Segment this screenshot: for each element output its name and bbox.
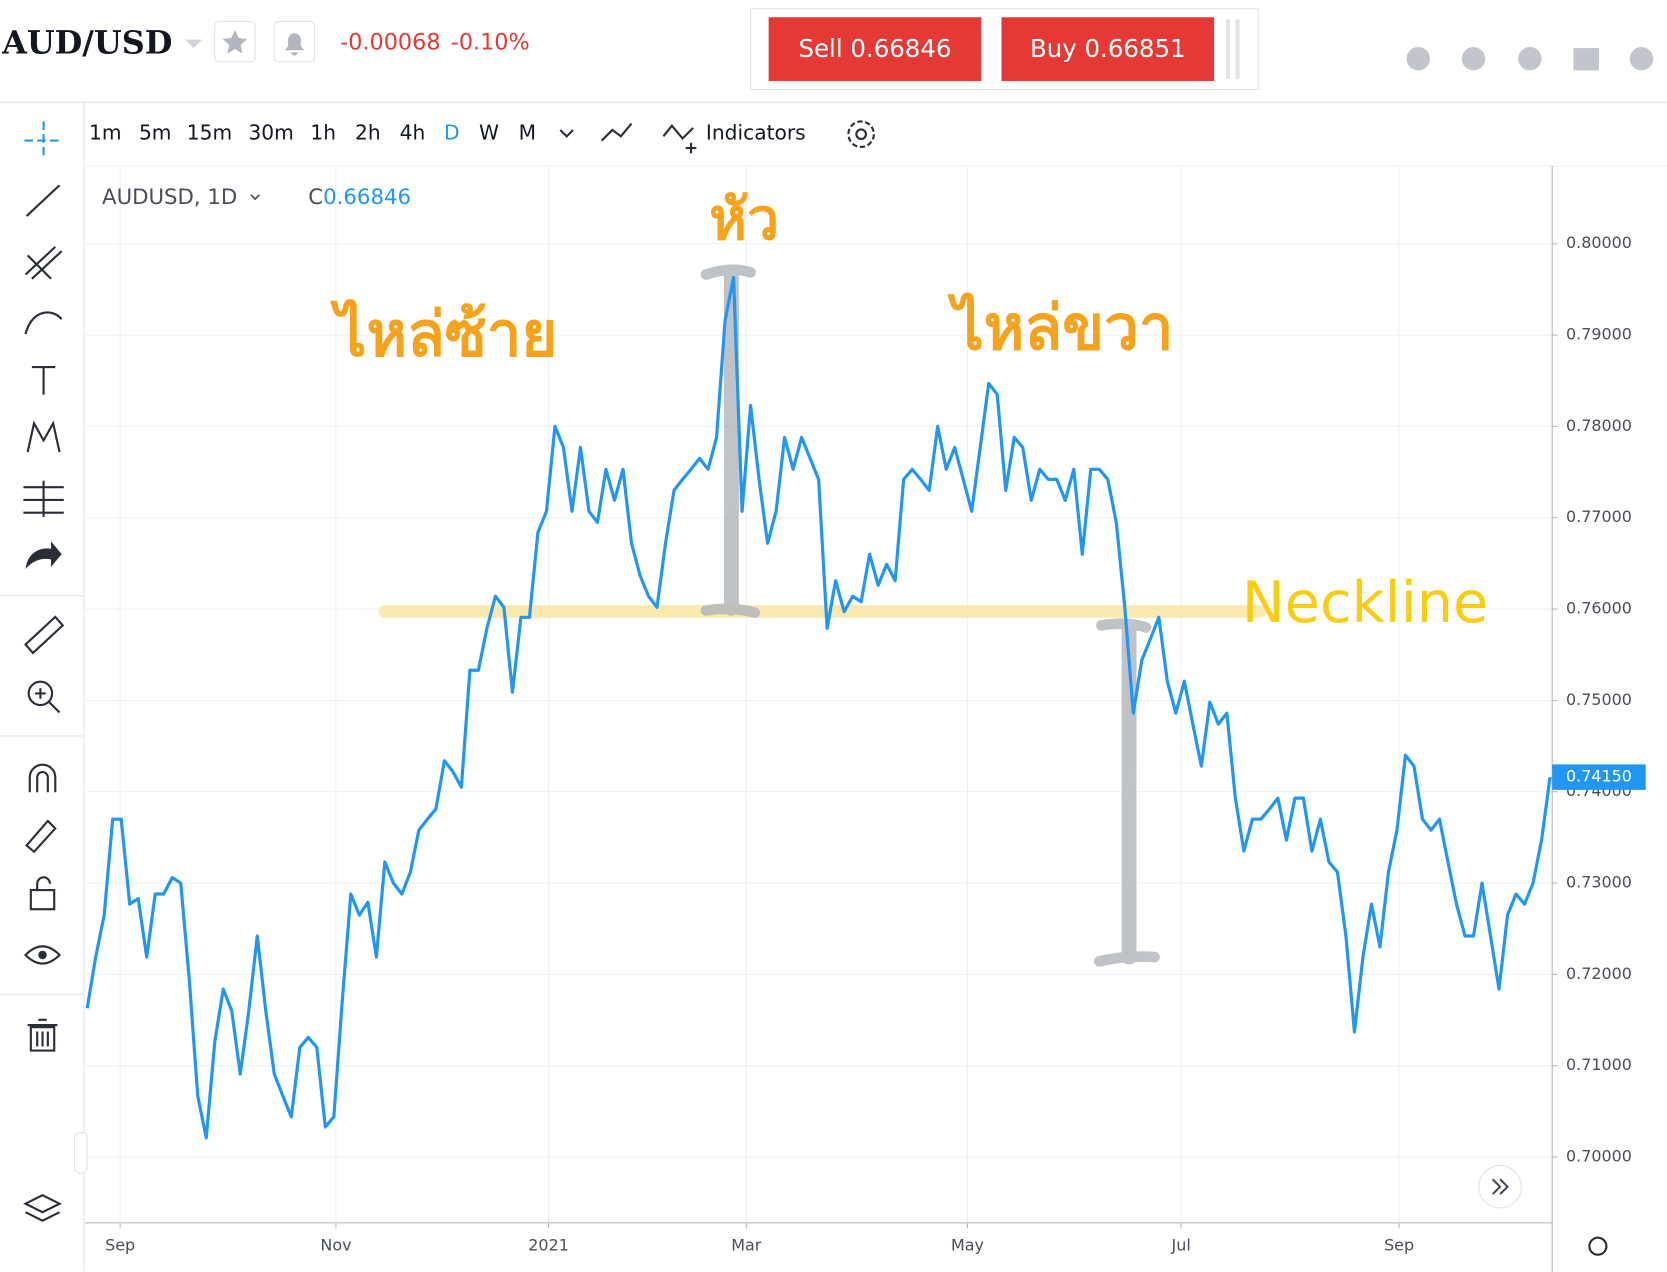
timeframe-button[interactable]: 2h (355, 121, 381, 145)
layers-tool[interactable] (23, 1194, 62, 1222)
settings-center (855, 128, 867, 141)
header-icon[interactable] (1461, 47, 1486, 71)
y-tick-label: 0.78000 (1566, 416, 1632, 435)
indicators-button[interactable]: Indicators (706, 121, 806, 145)
line-tool[interactable] (25, 184, 61, 217)
pattern-tool[interactable] (26, 420, 61, 453)
timeframe-dropdown[interactable] (559, 129, 574, 138)
visibility-pupil (38, 950, 47, 960)
last-price-label: 0.74150 (1566, 767, 1632, 786)
y-tick-label: 0.80000 (1566, 233, 1632, 252)
y-tick-label: 0.72000 (1566, 964, 1632, 983)
symbol-dropdown[interactable] (184, 39, 202, 49)
timeframe-button[interactable]: 15m (187, 121, 232, 145)
y-tick-label: 0.70000 (1566, 1147, 1632, 1166)
target-height-cap (1096, 618, 1152, 633)
star-icon (222, 30, 248, 54)
sell-button[interactable] (768, 17, 982, 82)
last-price-badge (1552, 764, 1646, 790)
timeframe-button[interactable]: D (444, 121, 460, 145)
scroll-icon (1491, 1178, 1510, 1195)
timeframe-button[interactable]: 1h (310, 121, 336, 145)
axis-settings[interactable] (1588, 1236, 1608, 1256)
y-tick-label: 0.71000 (1566, 1055, 1632, 1074)
price-line (85, 275, 1552, 1140)
collapse-handle[interactable] (73, 1131, 88, 1174)
indicators-icon (662, 124, 697, 154)
chart-type-button[interactable] (600, 122, 633, 142)
lock-shackle (36, 876, 52, 891)
lock-tool[interactable] (29, 889, 56, 911)
x-tick-label: Mar (731, 1236, 762, 1255)
visibility-tool[interactable] (24, 945, 62, 965)
bell-icon (284, 33, 305, 56)
header-icon[interactable] (1518, 47, 1542, 71)
y-tick-label: 0.77000 (1566, 507, 1632, 526)
timeframe-bar: 1m 5m 15m 30m 1h 2h 4h D W M (89, 121, 536, 145)
timeframe-button[interactable]: 30m (248, 121, 293, 145)
timeframe-button[interactable]: 4h (400, 121, 426, 145)
legend-close-value: 0.66846 (323, 185, 411, 210)
y-tick-label: 0.79000 (1566, 325, 1632, 344)
right-shoulder-annotation: ไหล่ขวา (947, 292, 1174, 364)
x-tick-label: Sep (1384, 1236, 1414, 1255)
delete-tool[interactable] (27, 1018, 58, 1052)
price-change: -0.00068 (340, 29, 440, 55)
ruler-tool[interactable] (24, 615, 65, 655)
zoom-tool[interactable] (27, 680, 54, 707)
y-tick-label: 0.75000 (1566, 690, 1632, 709)
buy-button[interactable] (1001, 17, 1215, 82)
price-change-pct: -0.10% (451, 29, 530, 55)
fib-tool[interactable] (24, 246, 63, 280)
buy-label: Buy 0.66851 (1030, 34, 1186, 63)
timeframe-button[interactable]: 5m (139, 121, 172, 145)
prediction-tool[interactable] (23, 480, 64, 517)
header-icon[interactable] (1406, 47, 1430, 71)
y-tick-label: 0.76000 (1566, 599, 1632, 618)
lock-draw-tool[interactable] (25, 819, 57, 854)
timeframe-button[interactable]: W (479, 121, 499, 145)
symbol: AUD/USD (1, 23, 172, 61)
text-tool[interactable] (31, 365, 56, 395)
left-shoulder-annotation: ไหล่ซ้าย (330, 298, 558, 370)
legend-dropdown[interactable] (250, 194, 261, 201)
head-annotation: หัว (709, 186, 779, 253)
forward-tool[interactable] (25, 541, 62, 570)
head-height-cap (700, 264, 756, 280)
header-icon[interactable] (1629, 47, 1654, 71)
x-tick-label: Nov (320, 1236, 351, 1255)
grid (85, 166, 1553, 1223)
x-tick-label: Sep (105, 1236, 135, 1255)
y-tick-label: 0.73000 (1566, 873, 1632, 892)
sell-label: Sell 0.66846 (798, 34, 951, 63)
head-height-cap (700, 603, 761, 618)
zoom-tool-detail (35, 688, 61, 714)
legend-symbol: AUDUSD, 1D (102, 185, 237, 210)
x-tick-label: Jul (1171, 1236, 1191, 1255)
header-icon[interactable] (1573, 48, 1599, 71)
legend-close: C0.66846 (308, 185, 411, 210)
neckline-annotation: Neckline (1242, 569, 1489, 636)
plot (85, 275, 1552, 1140)
drawing-tools (0, 121, 88, 1222)
brush-tool[interactable] (24, 311, 63, 335)
target-height-cap (1093, 951, 1160, 967)
x-tick-label: May (951, 1236, 984, 1255)
crosshair-tool[interactable] (24, 121, 63, 160)
x-tick-label: 2021 (528, 1236, 569, 1255)
timeframe-button[interactable]: M (519, 121, 536, 145)
magnet-tool[interactable] (28, 763, 57, 793)
settings-button[interactable] (847, 120, 875, 149)
timeframe-button[interactable]: 1m (89, 121, 122, 145)
drag-handle[interactable] (1225, 19, 1240, 79)
legend-close-label: C (308, 185, 323, 210)
